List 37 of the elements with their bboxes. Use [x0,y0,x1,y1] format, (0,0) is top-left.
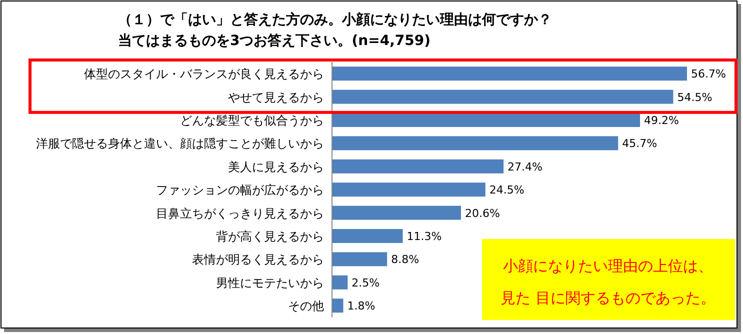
data-label: 8.8% [391,253,420,266]
annotation: 小顔になりたい理由の上位は、 [503,257,713,275]
y-tick-label: 男性にモテたいから [216,276,324,290]
bar [332,229,403,243]
y-tick-label: どんな髪型でも似合うから [180,114,324,128]
y-tick-label: 体型のスタイル・バランスが良く見えるから [84,67,324,82]
chart-subtitle: 当てはまるものを3つお答え下さい。(n=4,759) [118,33,431,49]
y-tick-label: その他 [288,299,324,314]
y-tick-label: 目鼻立ちがくっきり見えるから [156,206,324,220]
bar [332,66,687,81]
chart-title: （１）で「はい」と答えた方のみ。小顔になりたい理由は何ですか？ [118,11,552,28]
y-tick-label: やせて見えるから [228,90,324,104]
y-tick-label: 背が高く見えるから [216,230,324,244]
bar [332,275,348,290]
bar [332,252,388,266]
bar [332,90,674,104]
y-tick-label: 洋服で隠せる身体と違い、顔は隠すことが難しいから [36,136,324,151]
y-tick-label: ファッションの幅が広がるから [156,183,324,198]
data-label: 1.8% [347,300,376,313]
data-label: 54.5% [677,90,712,104]
data-label: 11.3% [406,230,442,243]
data-label: 45.7% [622,137,658,150]
bar [332,136,618,150]
annotation: 見た 目に関するものであった。 [500,289,716,307]
data-label: 2.5% [352,276,380,290]
data-label: 20.6% [464,206,500,220]
bar [332,113,640,127]
data-label: 24.5% [489,184,524,197]
bar [332,298,344,313]
data-label: 49.2% [644,114,679,127]
y-tick-label: 表情が明るく見えるから [192,252,324,267]
bar [332,206,461,220]
bar [332,182,486,197]
data-label: 27.4% [508,160,543,174]
data-label: 56.7% [691,68,726,81]
bar [332,159,504,174]
y-tick-label: 美人に見えるから [228,160,324,174]
